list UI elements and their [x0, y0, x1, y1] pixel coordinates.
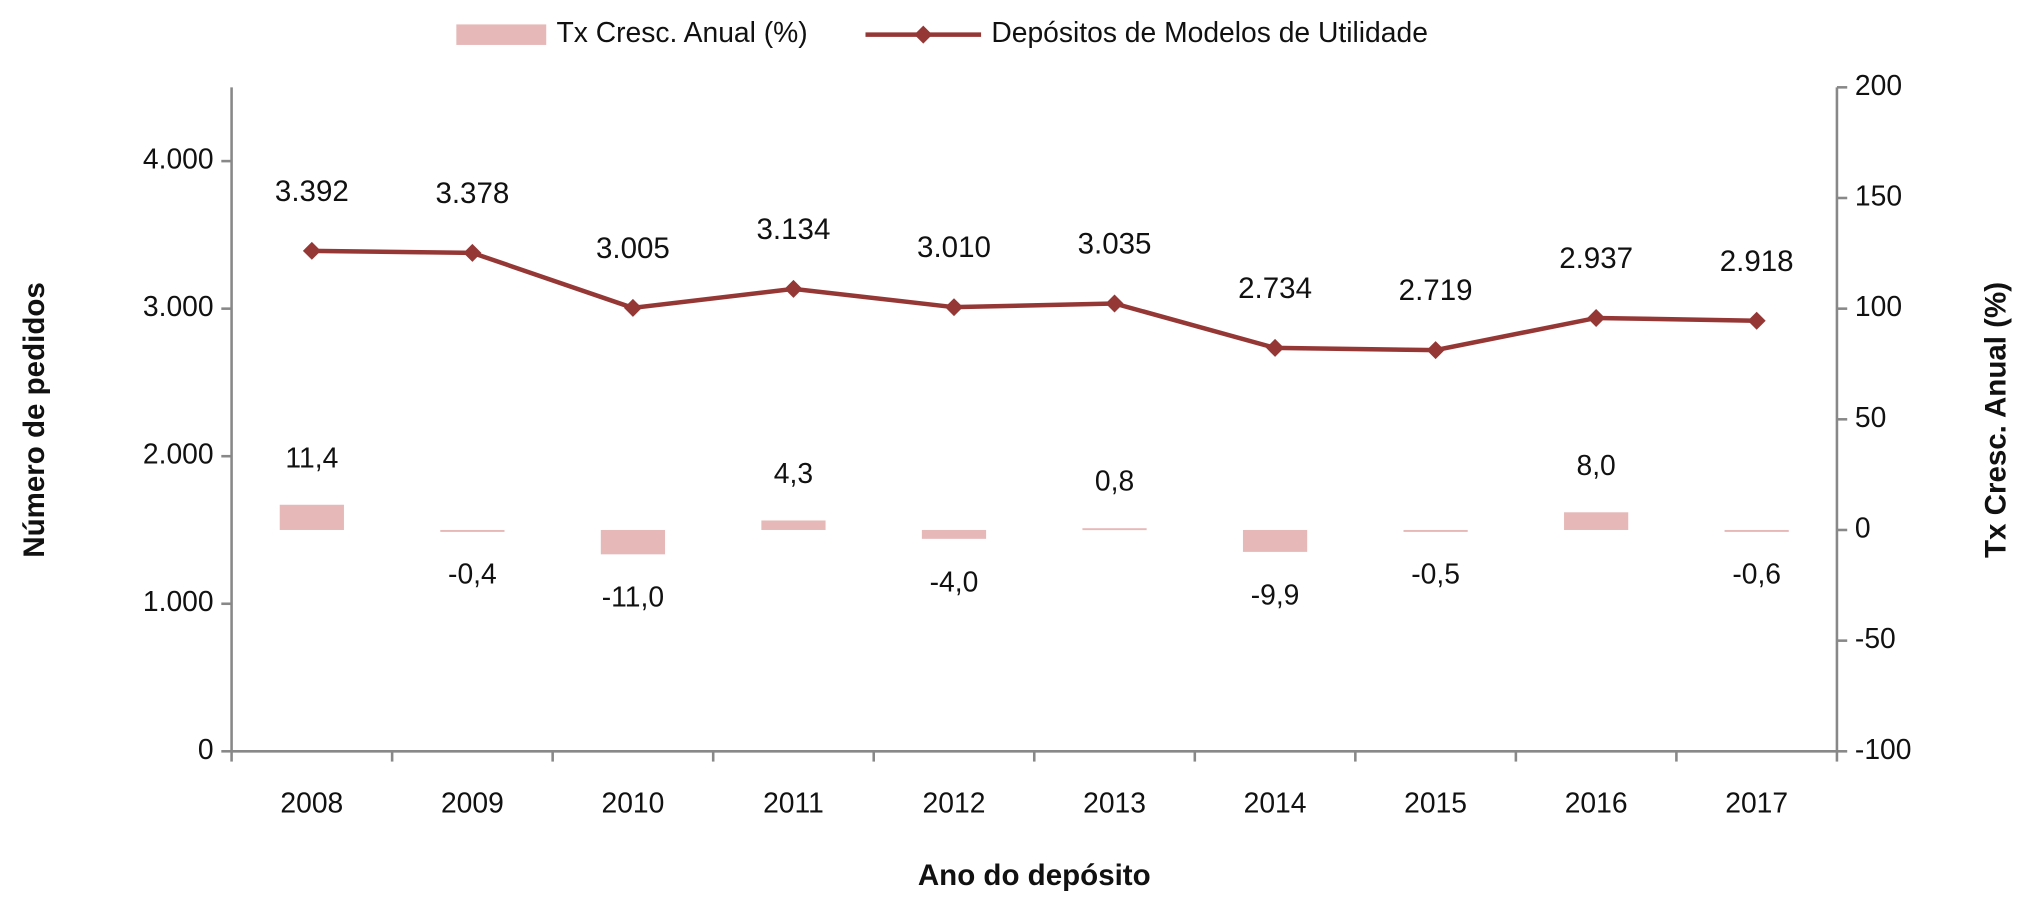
y-tick-label: 0: [198, 733, 214, 765]
marker: [1587, 308, 1606, 327]
y-tick-label: 3.000: [143, 290, 214, 322]
bar-value-label: 11,4: [285, 441, 338, 473]
x-tick-label: 2017: [1725, 787, 1788, 819]
x-axis-title: Ano do depósito: [918, 859, 1151, 892]
bar: [600, 529, 666, 555]
bar: [1242, 529, 1308, 552]
legend-label: Tx Cresc. Anual (%): [557, 16, 808, 48]
y2-tick-label: -50: [1855, 622, 1896, 654]
marker: [1426, 341, 1445, 360]
y2-tick-label: 100: [1855, 290, 1902, 322]
bar-value-label: -11,0: [602, 581, 664, 613]
line-value-label: 3.010: [917, 231, 991, 264]
line-value-label: 2.719: [1399, 274, 1473, 307]
x-tick-label: 2009: [441, 787, 504, 819]
x-tick-label: 2012: [923, 787, 986, 819]
bar: [1724, 529, 1789, 532]
x-tick-label: 2016: [1565, 787, 1628, 819]
marker: [945, 298, 963, 317]
bar: [921, 529, 987, 539]
y-tick-label: 4.000: [143, 143, 214, 175]
y2-tick-label: 0: [1855, 511, 1871, 543]
line-value-label: 3.035: [1078, 227, 1152, 260]
bar: [440, 529, 505, 532]
line: [311, 248, 1757, 353]
marker: [623, 298, 642, 317]
y2-tick-label: 150: [1855, 179, 1902, 211]
bar-value-label: -4,0: [930, 565, 979, 597]
y2-tick-label: 200: [1855, 69, 1902, 101]
x-tick-label: 2011: [763, 787, 824, 819]
bar: [1564, 512, 1629, 530]
legend-marker: [914, 25, 933, 44]
bar-value-label: 4,3: [774, 457, 813, 489]
line-value-label: 3.392: [275, 175, 349, 208]
line-value-label: 3.134: [757, 213, 831, 246]
line-value-label: 2.734: [1238, 272, 1312, 305]
x-tick-label: 2015: [1404, 787, 1467, 819]
marker: [1105, 294, 1124, 313]
bar-value-label: -9,9: [1251, 578, 1300, 610]
bar-value-label: 8,0: [1576, 449, 1615, 481]
y2-axis-title: Tx Cresc. Anual (%): [1979, 282, 2012, 558]
line-value-label: 2.918: [1720, 245, 1794, 278]
line-value-label: 2.937: [1559, 242, 1633, 275]
y2-tick-label: -100: [1855, 733, 1912, 765]
marker: [1747, 311, 1766, 330]
bar: [1082, 528, 1147, 531]
x-tick-label: 2008: [280, 787, 343, 819]
marker: [463, 243, 482, 262]
x-tick-label: 2013: [1083, 787, 1146, 819]
bar-value-label: -0,6: [1732, 558, 1781, 590]
bar: [279, 504, 344, 530]
y-tick-label: 1.000: [143, 585, 214, 617]
marker: [302, 241, 321, 260]
bar-value-label: -0,4: [448, 557, 497, 589]
marker: [1266, 338, 1285, 357]
y-tick-label: 2.000: [143, 438, 214, 470]
x-tick-label: 2010: [601, 787, 664, 819]
y2-tick-label: 50: [1855, 401, 1886, 433]
bar: [761, 520, 826, 530]
line-value-label: 3.005: [596, 232, 670, 265]
legend-swatch: [456, 24, 547, 45]
marker: [784, 279, 803, 298]
bar-value-label: 0,8: [1095, 465, 1134, 497]
y-axis-title: Número de pedidos: [18, 282, 51, 558]
bar-value-label: -0,5: [1411, 558, 1460, 590]
bar: [1403, 529, 1468, 532]
x-tick-label: 2014: [1244, 787, 1307, 819]
legend-label: Depósitos de Modelos de Utilidade: [991, 16, 1428, 48]
line-value-label: 3.378: [435, 177, 509, 210]
